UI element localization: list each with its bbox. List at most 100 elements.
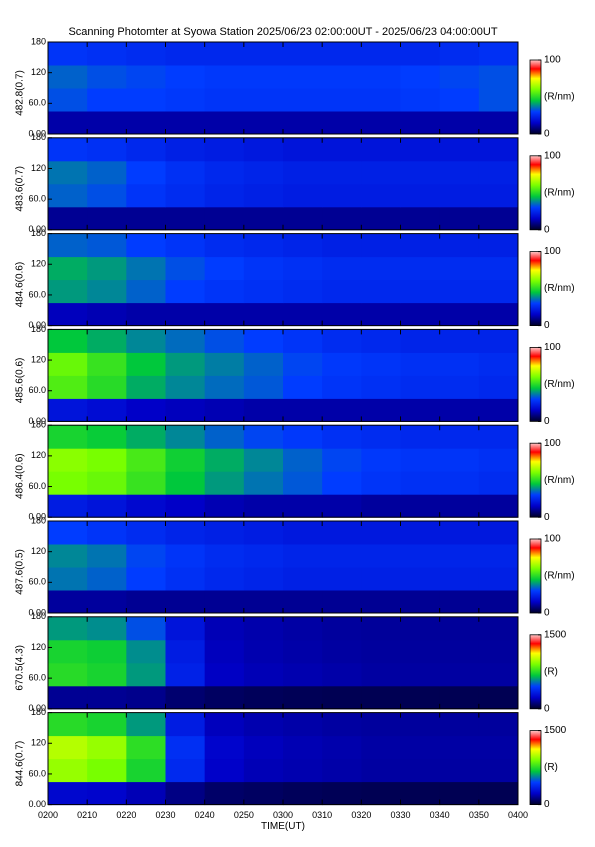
heatmap-cell [478, 137, 519, 162]
colorbar-tick-label: 0 [544, 512, 550, 523]
heatmap-cell [400, 233, 441, 258]
heatmap-cell [165, 616, 206, 641]
heatmap-cell [361, 279, 401, 304]
colorbar-label: (R/nm) [544, 92, 575, 103]
heatmap-cell [243, 279, 284, 304]
heatmap-cell [361, 137, 401, 162]
heatmap-cell [283, 544, 323, 568]
heatmap-cell [243, 206, 284, 231]
heatmap-cell [204, 160, 245, 185]
heatmap-cell [126, 160, 166, 185]
y-axis-label: 484.6(0.6) [15, 262, 26, 308]
heatmap-cell [87, 616, 127, 641]
heatmap-cell [48, 375, 88, 399]
heatmap-cell [283, 448, 323, 472]
heatmap-cell [361, 685, 401, 710]
y-tick-label: 180 [31, 515, 46, 525]
heatmap-cell [322, 137, 362, 162]
heatmap-cell [204, 521, 245, 545]
heatmap-cell [48, 183, 88, 208]
heatmap-cell [87, 425, 127, 449]
y-tick-label: 60.0 [28, 673, 46, 683]
heatmap-cell [478, 111, 519, 135]
heatmap-cell [439, 521, 480, 545]
heatmap-cell [204, 256, 245, 281]
colorbar-label: (R/nm) [544, 187, 575, 198]
heatmap-cell [439, 712, 480, 737]
heatmap-cell [87, 639, 127, 664]
colorbar-label: (R/nm) [544, 475, 575, 486]
heatmap-cell [126, 494, 166, 518]
heatmap-cell [361, 398, 401, 422]
heatmap-cell [361, 735, 401, 760]
heatmap-cell [283, 616, 323, 641]
heatmap-cell [165, 352, 206, 376]
heatmap-cell [204, 712, 245, 737]
y-tick-label: 60.0 [28, 481, 46, 491]
heatmap-cell [87, 160, 127, 185]
heatmap-cell [322, 111, 362, 135]
heatmap-cell [283, 302, 323, 327]
colorbar-label: (R) [544, 762, 558, 773]
heatmap-cell [283, 256, 323, 281]
heatmap-cell [361, 662, 401, 687]
heatmap-cell [322, 735, 362, 760]
heatmap-cell [204, 375, 245, 399]
heatmap-cell [48, 206, 88, 231]
heatmap-cell [400, 639, 441, 664]
heatmap-cell [204, 448, 245, 472]
y-tick-label: 60.0 [28, 768, 46, 778]
heatmap-cell [126, 329, 166, 353]
heatmap-cell [126, 639, 166, 664]
heatmap-cell [322, 183, 362, 208]
y-tick-label: 0.00 [28, 128, 46, 138]
heatmap-cell [400, 758, 441, 783]
y-tick-label: 120 [31, 642, 46, 652]
heatmap-cell [283, 590, 323, 614]
heatmap-cell [87, 567, 127, 591]
heatmap-cell [204, 662, 245, 687]
heatmap-cell [243, 42, 284, 66]
heatmap-cell [165, 398, 206, 422]
heatmap-cell [126, 425, 166, 449]
heatmap-cell [243, 65, 284, 89]
y-tick-label: 120 [31, 67, 46, 77]
heatmap-cell [48, 398, 88, 422]
heatmap-cell [361, 42, 401, 66]
heatmap-cell [322, 448, 362, 472]
heatmap-cell [478, 471, 519, 495]
heatmap-cell [204, 279, 245, 304]
heatmap-cell [87, 183, 127, 208]
heatmap-cell [165, 206, 206, 231]
heatmap-cell [283, 183, 323, 208]
heatmap-cell [439, 233, 480, 258]
heatmap-cell [243, 329, 284, 353]
heatmap-cell [478, 781, 519, 806]
heatmap-cell [48, 302, 88, 327]
y-tick-label: 0.00 [28, 512, 46, 522]
colorbar-tick-label: 0 [544, 608, 550, 619]
heatmap-cell [283, 160, 323, 185]
heatmap-cell [48, 329, 88, 353]
heatmap-cell [243, 160, 284, 185]
heatmap-cell [283, 88, 323, 112]
y-tick-label: 0.00 [28, 224, 46, 234]
heatmap-cell [126, 567, 166, 591]
heatmap-cell [283, 279, 323, 304]
heatmap-cell [361, 425, 401, 449]
heatmap-cell [204, 111, 245, 135]
heatmap-cell [87, 375, 127, 399]
heatmap-cell [126, 712, 166, 737]
heatmap-cell [478, 256, 519, 281]
heatmap-cell [48, 352, 88, 376]
heatmap-cell [48, 616, 88, 641]
heatmap-cell [126, 256, 166, 281]
heatmap-cell [165, 471, 206, 495]
heatmap-cell [243, 712, 284, 737]
heatmap-cell [48, 448, 88, 472]
heatmap-cell [322, 590, 362, 614]
heatmap-cell [361, 375, 401, 399]
heatmap-cell [283, 781, 323, 806]
heatmap-cell [87, 302, 127, 327]
heatmap-cell [48, 590, 88, 614]
